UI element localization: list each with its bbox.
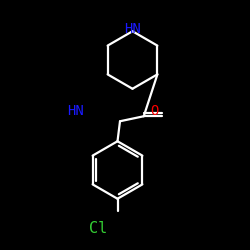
Text: O: O [150, 104, 158, 118]
Text: HN: HN [124, 22, 140, 36]
Text: HN: HN [67, 104, 84, 118]
Text: Cl: Cl [89, 221, 107, 236]
